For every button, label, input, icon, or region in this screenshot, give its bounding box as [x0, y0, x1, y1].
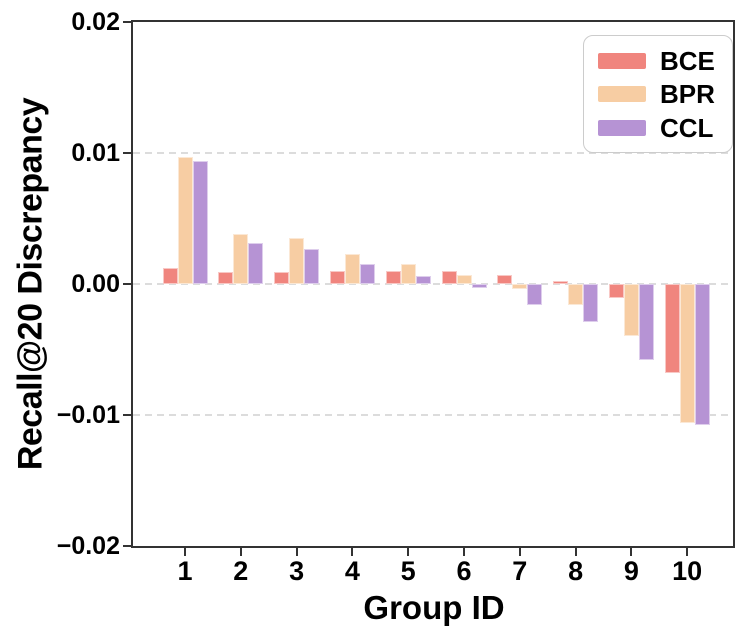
x-tick-mark — [574, 548, 577, 556]
bar-bpr-group-2 — [233, 234, 249, 284]
bar-bce-group-3 — [274, 272, 290, 284]
bar-bpr-group-1 — [177, 156, 193, 284]
bar-bpr-group-7 — [512, 284, 528, 290]
gridline — [133, 414, 733, 416]
x-tick-mark — [630, 548, 633, 556]
x-tick-label: 3 — [289, 556, 305, 586]
bar-ccl-group-4 — [359, 264, 375, 284]
y-tick-mark — [123, 414, 131, 416]
bar-ccl-group-7 — [527, 284, 543, 305]
bar-bce-group-6 — [441, 270, 457, 284]
y-tick-label: −0.01 — [56, 401, 120, 429]
bar-ccl-group-2 — [248, 243, 264, 284]
x-tick-label: 9 — [623, 556, 639, 586]
bar-bce-group-7 — [497, 274, 513, 284]
bar-bce-group-4 — [329, 270, 345, 284]
bar-bpr-group-8 — [568, 284, 584, 305]
plot-area: BCE BPR CCL — [131, 20, 735, 548]
bar-bce-group-9 — [608, 284, 624, 299]
legend-label-bce: BCE — [660, 45, 715, 76]
bar-bpr-group-6 — [456, 274, 472, 284]
x-tick-label: 6 — [456, 556, 472, 586]
x-tick-label: 4 — [344, 556, 360, 586]
bar-bce-group-1 — [162, 268, 178, 284]
x-tick-mark — [351, 548, 354, 556]
x-tick-mark — [295, 548, 298, 556]
x-tick-mark — [463, 548, 465, 556]
x-tick-mark — [407, 548, 410, 556]
y-tick-label: 0.02 — [71, 8, 120, 36]
bar-ccl-group-8 — [583, 284, 599, 322]
legend-swatch-bpr — [598, 86, 646, 102]
legend-label-ccl: CCL — [660, 112, 714, 143]
x-tick-label: 2 — [233, 556, 249, 586]
x-axis-title: Group ID — [363, 589, 505, 626]
bar-ccl-group-5 — [415, 276, 431, 284]
x-tick-mark — [184, 548, 186, 556]
bar-bpr-group-9 — [623, 284, 639, 337]
bar-bce-group-8 — [553, 281, 569, 284]
y-tick-label: −0.02 — [56, 532, 120, 560]
bar-bpr-group-4 — [344, 253, 360, 284]
x-tick-label: 5 — [400, 556, 416, 586]
legend-label-bpr: BPR — [660, 79, 715, 109]
bar-ccl-group-1 — [192, 160, 208, 284]
bar-bce-group-5 — [385, 270, 401, 284]
bar-bpr-group-3 — [289, 238, 305, 284]
bar-ccl-group-9 — [638, 284, 654, 360]
y-tick-mark — [123, 545, 131, 547]
legend-swatch-ccl — [598, 119, 646, 136]
x-tick-mark — [518, 548, 521, 556]
bar-bpr-group-10 — [679, 284, 695, 423]
gridline — [133, 152, 733, 154]
bar-bce-group-2 — [218, 272, 234, 284]
y-tick-mark — [123, 283, 131, 285]
x-tick-label: 1 — [177, 556, 193, 586]
legend-swatch-bce — [598, 52, 646, 69]
y-tick-mark — [123, 152, 131, 154]
legend: BCE BPR CCL — [583, 35, 733, 153]
y-tick-mark — [123, 21, 131, 23]
bar-ccl-group-10 — [694, 284, 710, 426]
legend-entry-ccl: CCL — [598, 115, 718, 141]
legend-entry-bce: BCE — [598, 48, 718, 74]
bar-bce-group-10 — [664, 284, 680, 374]
gridline — [133, 283, 733, 285]
x-tick-mark — [239, 548, 242, 556]
bar-bpr-group-5 — [400, 264, 416, 284]
x-tick-mark — [686, 548, 689, 556]
x-tick-label: 7 — [512, 556, 528, 586]
y-tick-label: 0.01 — [71, 139, 120, 167]
legend-entry-bpr: BPR — [598, 81, 718, 107]
x-tick-label: 8 — [568, 556, 584, 586]
bar-ccl-group-6 — [471, 284, 487, 288]
y-tick-label: 0.00 — [71, 270, 120, 298]
bar-ccl-group-3 — [304, 248, 320, 284]
x-tick-label: 10 — [672, 556, 703, 586]
